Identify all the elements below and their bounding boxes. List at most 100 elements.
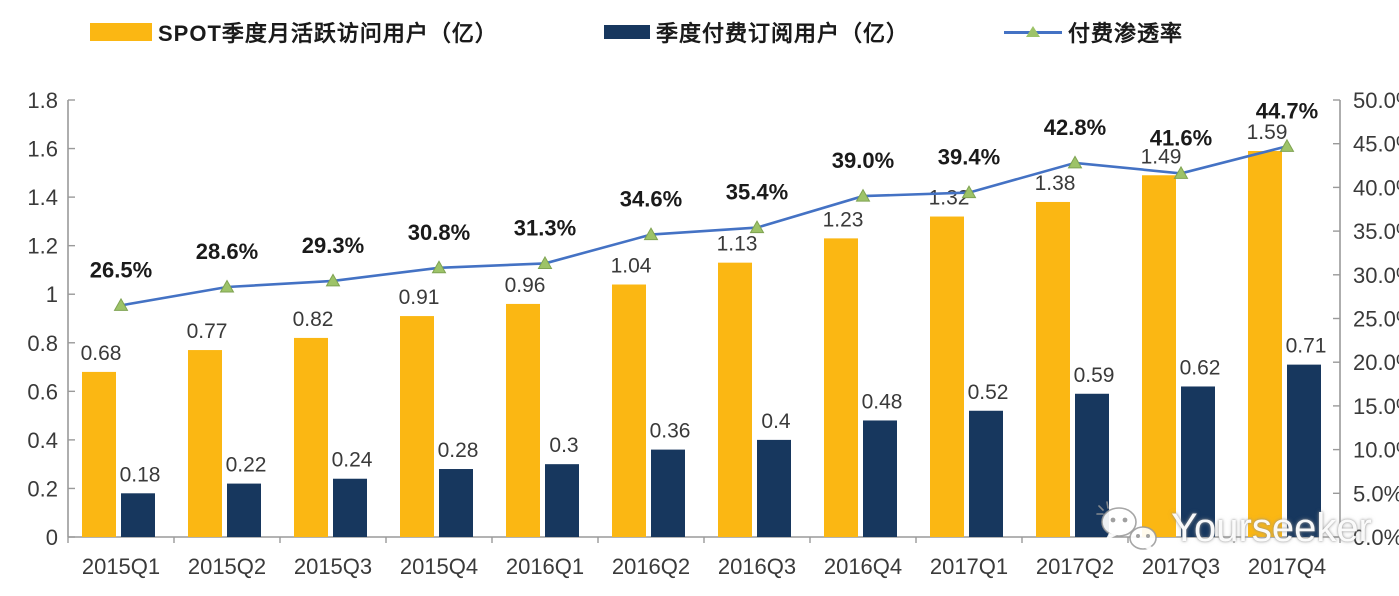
penetration-marker-icon <box>325 273 341 287</box>
right-axis-tick-label: 20.0% <box>1353 350 1399 375</box>
legend-label-penetration: 付费渗透率 <box>1068 21 1184 46</box>
legend-item-mau: SPOT季度月活跃访问用户（亿） <box>90 12 498 52</box>
bar-mau-value-label: 0.77 <box>187 320 228 343</box>
x-axis-label: 2015Q1 <box>82 554 160 579</box>
penetration-marker-icon <box>855 188 871 202</box>
bar-mau-value-label: 1.59 <box>1247 121 1288 144</box>
legend-swatch-mau <box>90 23 152 41</box>
legend-item-subscribers: 季度付费订阅用户（亿） <box>604 12 909 52</box>
bar-subscribers <box>1287 364 1321 537</box>
left-axis-tick-label: 1.4 <box>27 185 58 210</box>
bar-subscribers <box>651 449 685 537</box>
bar-mau-value-label: 0.91 <box>399 286 440 309</box>
bar-mau-value-label: 1.04 <box>611 255 652 278</box>
bar-mau-value-label: 1.23 <box>823 208 864 231</box>
bar-mau-value-label: 1.38 <box>1035 172 1076 195</box>
penetration-value-label: 41.6% <box>1150 125 1212 150</box>
bar-subscribers <box>863 420 897 537</box>
x-axis-label: 2016Q1 <box>506 554 584 579</box>
bar-mau-value-label: 0.82 <box>293 308 334 331</box>
bar-mau-value-label: 1.13 <box>717 233 758 256</box>
penetration-marker-icon <box>1067 155 1083 169</box>
right-axis-tick-label: 5.0% <box>1353 481 1399 506</box>
right-axis-tick-label: 15.0% <box>1353 394 1399 419</box>
left-axis-tick-label: 1.6 <box>27 137 58 162</box>
penetration-marker-icon <box>1279 138 1295 152</box>
penetration-marker-icon <box>643 227 659 241</box>
right-axis-tick-label: 25.0% <box>1353 307 1399 332</box>
bar-mau-value-label: 0.68 <box>81 342 122 365</box>
bar-subscribers-value-label: 0.28 <box>438 439 479 462</box>
penetration-value-label: 29.3% <box>302 233 364 258</box>
bar-subscribers-value-label: 0.59 <box>1074 364 1115 387</box>
left-axis-tick-label: 0.4 <box>27 428 58 453</box>
left-axis-tick-label: 1.2 <box>27 234 58 259</box>
left-axis-tick-label: 1.8 <box>27 88 58 113</box>
bar-subscribers <box>969 410 1003 537</box>
penetration-value-label: 30.8% <box>408 220 470 245</box>
x-axis-label: 2017Q1 <box>930 554 1008 579</box>
bar-subscribers <box>333 478 367 537</box>
penetration-value-label: 42.8% <box>1044 115 1106 140</box>
legend-swatch-subscribers <box>604 25 650 39</box>
bar-mau <box>930 216 964 538</box>
bar-subscribers-value-label: 0.22 <box>226 454 267 477</box>
penetration-value-label: 44.7% <box>1256 98 1318 123</box>
bar-mau <box>188 350 222 537</box>
bar-subscribers-value-label: 0.24 <box>332 449 373 472</box>
bar-mau <box>294 337 328 537</box>
penetration-value-label: 39.0% <box>832 148 894 173</box>
bar-subscribers-value-label: 0.4 <box>761 410 791 433</box>
legend-line-marker <box>1004 25 1062 39</box>
legend-label-subscribers: 季度付费订阅用户（亿） <box>656 21 910 46</box>
penetration-value-label: 39.4% <box>938 145 1000 170</box>
bar-subscribers <box>439 469 473 537</box>
bar-mau <box>1248 150 1282 537</box>
penetration-value-label: 34.6% <box>620 187 682 212</box>
bar-mau <box>1036 201 1070 537</box>
right-axis-tick-label: 40.0% <box>1353 175 1399 200</box>
bar-subscribers <box>121 493 155 537</box>
bar-subscribers <box>1181 386 1215 537</box>
penetration-marker-icon <box>1173 165 1189 179</box>
x-axis-label: 2016Q3 <box>718 554 796 579</box>
bar-subscribers <box>1075 393 1109 537</box>
right-axis-tick-label: 35.0% <box>1353 219 1399 244</box>
penetration-value-label: 28.6% <box>196 239 258 264</box>
legend-label-mau: SPOT季度月活跃访问用户（亿） <box>158 21 498 46</box>
bar-subscribers-value-label: 0.36 <box>650 420 691 443</box>
bar-mau <box>824 238 858 537</box>
x-axis-label: 2017Q2 <box>1036 554 1114 579</box>
bar-subscribers-value-label: 0.18 <box>120 463 161 486</box>
x-axis-label: 2017Q3 <box>1142 554 1220 579</box>
left-axis-tick-label: 0.2 <box>27 476 58 501</box>
legend-item-penetration: 付费渗透率 <box>1004 12 1183 52</box>
bar-subscribers-value-label: 0.62 <box>1180 356 1221 379</box>
penetration-marker-icon <box>749 220 765 234</box>
bar-mau <box>400 316 434 537</box>
left-axis-tick-label: 0 <box>46 525 58 550</box>
bar-subscribers-value-label: 0.52 <box>968 381 1009 404</box>
right-axis-tick-label: 0.0% <box>1353 525 1399 550</box>
penetration-marker-icon <box>431 260 447 274</box>
bar-mau-value-label: 1.49 <box>1141 145 1182 168</box>
right-axis-tick-label: 10.0% <box>1353 438 1399 463</box>
bar-subscribers <box>757 439 791 537</box>
bar-mau <box>82 371 116 537</box>
penetration-marker-icon <box>113 297 129 311</box>
bar-subscribers-value-label: 0.71 <box>1286 335 1327 358</box>
penetration-line <box>120 145 1288 307</box>
penetration-marker-icon <box>537 255 553 269</box>
bar-subscribers <box>227 483 261 537</box>
bar-mau <box>506 303 540 537</box>
penetration-value-label: 35.4% <box>726 180 788 205</box>
left-axis-tick-label: 1 <box>46 282 58 307</box>
left-axis-tick-label: 0.6 <box>27 379 58 404</box>
penetration-value-label: 31.3% <box>514 215 576 240</box>
bar-subscribers-value-label: 0.48 <box>862 390 903 413</box>
bar-mau <box>1142 175 1176 537</box>
bar-mau-value-label: 0.96 <box>505 274 546 297</box>
x-axis-label: 2015Q2 <box>188 554 266 579</box>
bar-mau <box>718 262 752 537</box>
